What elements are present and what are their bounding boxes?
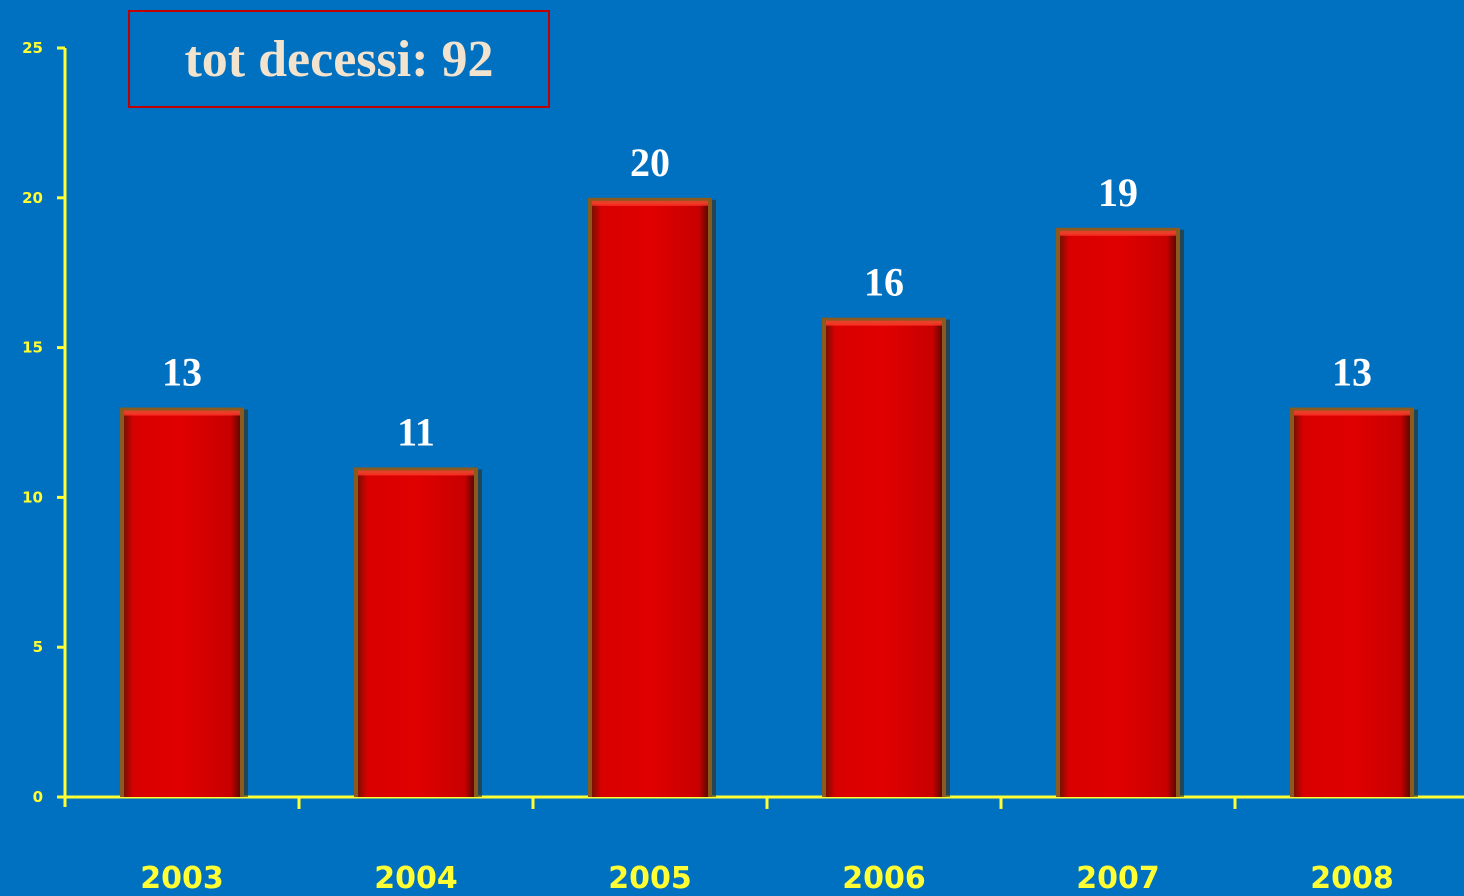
y-tick-label: 20 [22, 189, 43, 207]
title-box: tot decessi: 92 [128, 10, 550, 108]
bar-body [592, 203, 708, 798]
bar-body [826, 323, 942, 797]
data-label-2003: 13 [162, 350, 202, 395]
bars [120, 197, 1418, 798]
chart-title: tot decessi: 92 [184, 30, 494, 88]
bar-2007 [1056, 227, 1184, 797]
x-tick-label-2006: 2006 [842, 861, 926, 896]
data-label-2005: 20 [630, 140, 670, 185]
bar-top-bevel [124, 410, 240, 416]
data-label-2006: 16 [864, 260, 904, 305]
bar-body [358, 473, 474, 797]
bar-body [124, 413, 240, 797]
bar-top-bevel [1294, 410, 1410, 416]
bar-body [1060, 233, 1176, 797]
bar-2004 [354, 467, 482, 797]
y-tick-label: 0 [33, 788, 43, 806]
x-tick-label-2003: 2003 [140, 861, 224, 896]
y-tick-label: 15 [22, 339, 43, 357]
x-tick-label-2005: 2005 [608, 861, 692, 896]
bar-top-bevel [1060, 230, 1176, 236]
bar-2005 [588, 197, 716, 798]
y-tick-label: 10 [22, 488, 43, 506]
bar-top-bevel [358, 470, 474, 476]
data-label-2004: 11 [397, 409, 435, 454]
bar-2006 [822, 317, 950, 797]
data-label-2007: 19 [1098, 170, 1138, 215]
y-tick-label: 25 [22, 39, 43, 57]
labels: 13 2003 11 2004 20 2005 16 2006 19 2007 13 2008 [140, 140, 1394, 896]
x-tick-label-2007: 2007 [1076, 861, 1160, 896]
bar-2008 [1290, 407, 1418, 797]
x-tick-label-2004: 2004 [374, 861, 458, 896]
y-tick-label: 5 [33, 638, 43, 656]
x-tick-label-2008: 2008 [1310, 861, 1394, 896]
axes: 0 5 10 15 20 25 [22, 39, 1464, 809]
bar-body [1294, 413, 1410, 797]
data-label-2008: 13 [1332, 350, 1372, 395]
bar-2003 [120, 407, 248, 797]
bar-top-bevel [826, 320, 942, 326]
bar-top-bevel [592, 200, 708, 206]
